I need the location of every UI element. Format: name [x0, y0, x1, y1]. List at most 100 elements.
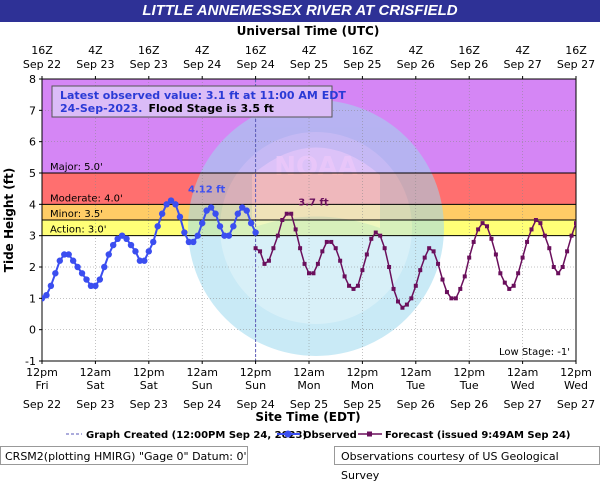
forecast-point [324, 239, 329, 244]
bottom-tick-time-9: 12am [507, 366, 538, 379]
observed-point [252, 229, 259, 236]
y-tick-label-4: 3 [29, 230, 36, 243]
top-tick-hour-6: 16Z [352, 44, 374, 57]
forecast-point [275, 233, 280, 238]
bottom-tick-day-9: Wed [511, 379, 535, 392]
forecast-point [355, 283, 360, 288]
forecast-point [293, 227, 298, 232]
forecast-point [360, 268, 365, 273]
bottom-tick-time-5: 12am [293, 366, 324, 379]
observed-point [150, 238, 157, 246]
forecast-point [431, 249, 436, 254]
bottom-tick-date-2: Sep 23 [130, 398, 168, 411]
observed-point [141, 257, 148, 264]
flood-label-2: Minor: 3.5' [50, 209, 103, 220]
bottom-tick-day-7: Tue [405, 379, 425, 392]
forecast-point [280, 218, 285, 222]
forecast-point [258, 249, 263, 254]
forecast-point [347, 283, 352, 288]
forecast-point [529, 227, 534, 232]
forecast-point [373, 230, 378, 235]
bottom-tick-time-6: 12pm [347, 366, 379, 379]
observed-point [212, 210, 219, 217]
forecast-point [387, 265, 392, 269]
top-tick-hour-8: 16Z [458, 44, 480, 57]
forecast-point [338, 258, 343, 263]
forecast-point [493, 252, 498, 257]
bottom-tick-time-8: 12pm [453, 366, 485, 379]
top-tick-hour-9: 4Z [515, 44, 530, 57]
forecast-point [262, 261, 267, 266]
forecast-point [342, 274, 347, 279]
forecast-point [476, 227, 481, 232]
observed-point [194, 232, 201, 239]
y-tick-label-0: -1 [25, 355, 36, 368]
observed-point [176, 213, 184, 221]
bottom-tick-date-0: Sep 22 [23, 398, 61, 411]
legend-observed: Observed [303, 430, 357, 441]
observed-point [181, 229, 188, 236]
top-tick-date-0: Sep 22 [23, 58, 61, 71]
bottom-tick-day-0: Fri [35, 379, 48, 392]
observed-point [199, 219, 206, 227]
top-tick-date-2: Sep 23 [130, 58, 168, 71]
bottom-tick-date-6: Sep 25 [343, 398, 381, 411]
bottom-tick-date-8: Sep 26 [450, 398, 488, 411]
forecast-point [409, 296, 414, 301]
observed-point [221, 232, 228, 239]
info-date: 24-Sep-2023. [60, 102, 143, 115]
y-tick-label-7: 6 [29, 136, 36, 149]
bottom-tick-day-6: Mon [351, 379, 374, 392]
observed-point [105, 251, 112, 258]
observed-point [118, 232, 126, 239]
bottom-tick-time-1: 12am [80, 366, 111, 379]
top-tick-hour-3: 4Z [195, 44, 210, 57]
y-tick-label-2: 1 [29, 292, 36, 305]
top-tick-hour-10: 16Z [565, 44, 587, 57]
bottom-tick-time-10: 12pm [560, 366, 592, 379]
svg-text:24-Sep-2023.Flood Stage is 3.5: 24-Sep-2023. Flood Stage is 3.5 ft [60, 102, 274, 115]
observed-point [163, 201, 170, 208]
forecast-point [520, 255, 525, 260]
flood-label-3: Action: 3.0' [50, 225, 107, 236]
forecast-point [266, 258, 271, 263]
observed-point [203, 207, 210, 214]
forecast-point [351, 286, 356, 291]
peak-label-1: 3.7 ft [298, 198, 329, 209]
forecast-point [253, 246, 258, 251]
legend-forecast: Forecast (issued 9:49AM Sep 24) [385, 430, 571, 441]
forecast-point [533, 218, 538, 222]
forecast-point [302, 261, 307, 266]
forecast-point [502, 280, 507, 285]
top-tick-date-5: Sep 25 [290, 58, 328, 71]
forecast-point [444, 290, 449, 295]
forecast-point [462, 274, 467, 279]
forecast-point [436, 261, 441, 266]
bottom-tick-date-1: Sep 23 [76, 398, 114, 411]
bottom-tick-day-3: Sun [192, 379, 213, 392]
observed-point [123, 235, 130, 242]
footer-datum: CRSM2(plotting HMIRG) "Gage 0" Datum: 0' [0, 446, 248, 465]
bottom-tick-day-10: Wed [564, 379, 588, 392]
observed-point [145, 248, 152, 255]
forecast-point [458, 286, 463, 291]
forecast-point [440, 277, 445, 282]
forecast-point [471, 239, 476, 244]
top-tick-hour-7: 4Z [409, 44, 424, 57]
noaa-watermark-logo: NOAA [188, 100, 444, 356]
top-tick-date-7: Sep 26 [397, 58, 435, 71]
forecast-point [453, 296, 458, 301]
forecast-point [378, 233, 383, 238]
bottom-tick-time-0: 12pm [26, 366, 58, 379]
top-tick-date-1: Sep 23 [76, 58, 114, 71]
forecast-point [538, 221, 543, 226]
footer-credit: Observations courtesy of US Geological S… [334, 446, 600, 482]
hydrograph-chart: NOAA Major: 5.0' Moderate: 4.0' Minor: 3.5… [2, 24, 595, 441]
observed-point [43, 292, 50, 299]
bottom-tick-day-1: Sat [86, 379, 105, 392]
bottom-tick-day-8: Tue [459, 379, 479, 392]
peak-label-0: 4.12 ft [188, 185, 226, 196]
observed-point [83, 276, 90, 283]
forecast-point [289, 211, 294, 216]
observed-point [234, 210, 241, 217]
